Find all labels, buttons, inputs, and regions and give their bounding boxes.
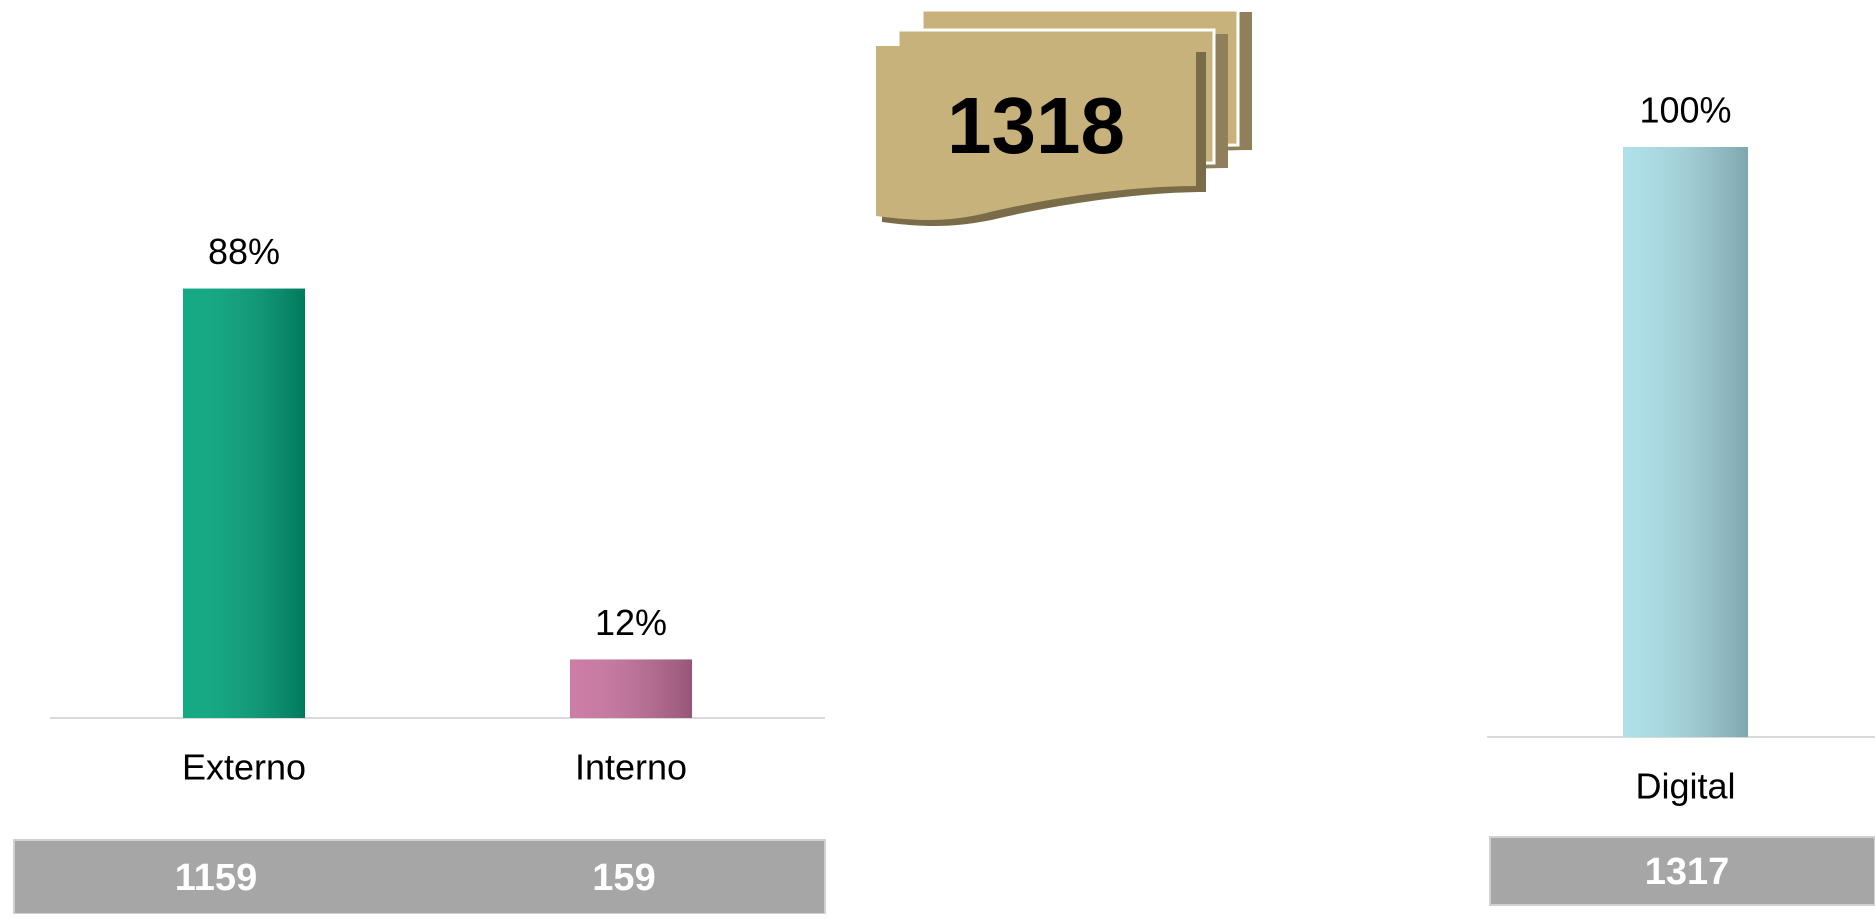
value-label: 12% — [595, 602, 667, 643]
count-row — [13, 839, 826, 915]
bar-shade — [1623, 147, 1748, 737]
bar-shade — [183, 288, 305, 718]
category-label: Externo — [182, 747, 306, 788]
count-value: 159 — [592, 857, 655, 899]
count-value: 1159 — [175, 857, 257, 899]
category-label: Digital — [1635, 766, 1735, 807]
value-label: 88% — [208, 231, 280, 272]
badge-card — [876, 46, 1196, 220]
total-badge: 1318 — [876, 8, 1252, 226]
category-label: Interno — [575, 747, 687, 788]
count-value: 1317 — [1645, 851, 1730, 893]
bar-shade — [570, 659, 692, 718]
value-label: 100% — [1639, 90, 1731, 131]
count-row — [1489, 836, 1875, 906]
total-value: 1318 — [947, 81, 1125, 170]
